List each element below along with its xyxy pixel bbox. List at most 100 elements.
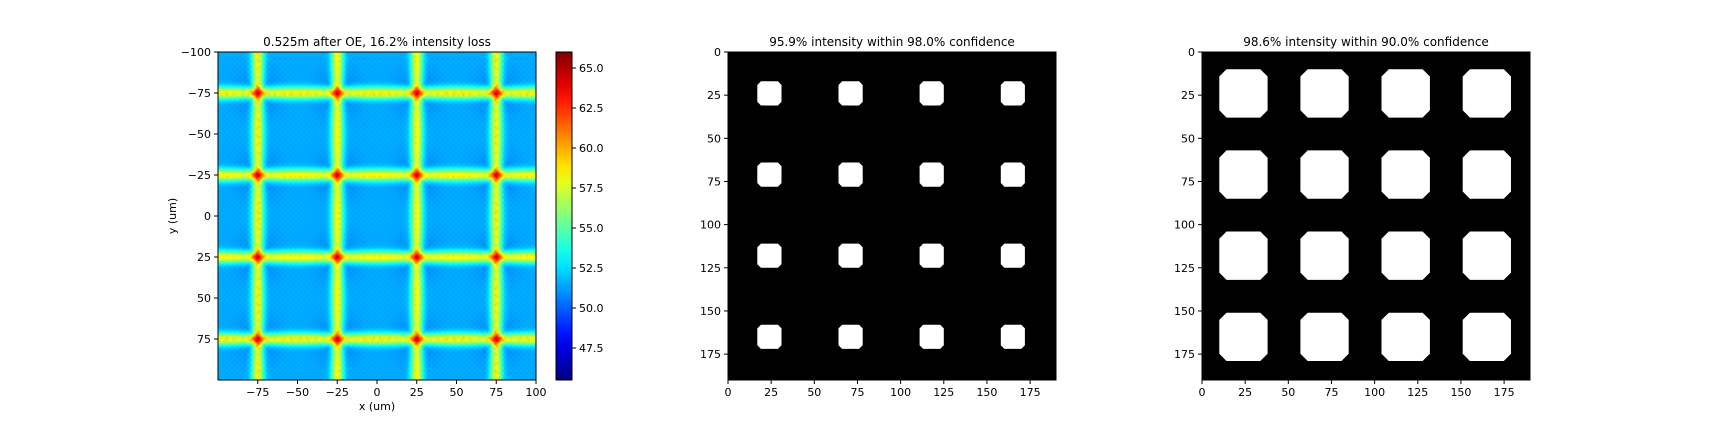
heatmap-y-tick-label: 25 xyxy=(197,251,211,264)
mask-panel-90-spot xyxy=(1219,69,1268,118)
heatmap-panel: 0.525m after OE, 16.2% intensity loss −75… xyxy=(166,35,604,413)
mask-panel-98-spot xyxy=(757,81,782,106)
mask-panel-90-title: 98.6% intensity within 90.0% confidence xyxy=(1243,35,1489,49)
mask-panel-98-y-tick-label: 50 xyxy=(707,132,721,145)
heatmap-x-tick-label: 25 xyxy=(410,386,424,399)
mask-panel-90-y-tick-label: 50 xyxy=(1181,132,1195,145)
mask-panel-98-y-tick-label: 150 xyxy=(700,305,721,318)
mask-panel-98-title: 95.9% intensity within 98.0% confidence xyxy=(769,35,1015,49)
mask-panel-90-spot xyxy=(1381,312,1430,361)
mask-panel-90-spot xyxy=(1381,231,1430,280)
mask-panel-90-x-tick-label: 0 xyxy=(1199,386,1206,399)
mask-panel-90-x-tick-label: 125 xyxy=(1407,386,1428,399)
mask-panel-98-spot xyxy=(838,243,863,268)
heatmap-x-tick-label: 0 xyxy=(374,386,381,399)
mask-panel-98-x-tick-label: 0 xyxy=(725,386,732,399)
mask-panel-98: 95.9% intensity within 98.0% confidence 0… xyxy=(700,35,1057,399)
mask-panel-90-spot xyxy=(1381,150,1430,199)
mask-panel-98-spot xyxy=(1000,324,1025,349)
colorbar-tick-label: 60.0 xyxy=(579,142,604,155)
heatmap-y-tick-label: 0 xyxy=(204,210,211,223)
mask-panel-90-y-tick-label: 75 xyxy=(1181,175,1195,188)
mask-panel-98-spot xyxy=(919,243,944,268)
mask-panel-98-x-tick-label: 175 xyxy=(1020,386,1041,399)
heatmap-y-tick-label: −25 xyxy=(188,169,211,182)
mask-panel-98-x-tick-label: 50 xyxy=(807,386,821,399)
mask-panel-98-x-tick-label: 75 xyxy=(850,386,864,399)
heatmap-y-tick-label: 50 xyxy=(197,292,211,305)
mask-panel-90-frame xyxy=(1201,51,1531,381)
mask-panel-90-spot xyxy=(1300,150,1349,199)
mask-panel-90-spot xyxy=(1300,69,1349,118)
mask-panel-90-spot xyxy=(1219,231,1268,280)
mask-panel-98-spot xyxy=(838,324,863,349)
mask-panel-98-x-tick-label: 125 xyxy=(933,386,954,399)
mask-panel-90-spot xyxy=(1381,69,1430,118)
mask-panel-98-y-tick-label: 125 xyxy=(700,262,721,275)
mask-panel-98-spot xyxy=(919,162,944,187)
heatmap-x-tick-label: 100 xyxy=(526,386,547,399)
mask-panel-90-y-tick-label: 100 xyxy=(1174,219,1195,232)
mask-panel-98-spot xyxy=(1000,162,1025,187)
mask-panel-98-spot xyxy=(757,162,782,187)
heatmap-image xyxy=(218,52,536,380)
colorbar-tick-label: 47.5 xyxy=(579,342,604,355)
heatmap-x-tick-label: −50 xyxy=(286,386,309,399)
mask-panel-98-spot xyxy=(919,81,944,106)
mask-panel-98-y-tick-label: 175 xyxy=(700,348,721,361)
mask-panel-98-background xyxy=(728,52,1056,380)
heatmap-y-tick-label: −50 xyxy=(188,128,211,141)
mask-panel-98-y-tick-label: 100 xyxy=(700,219,721,232)
heatmap-y-tick-label: −100 xyxy=(181,46,211,59)
mask-panel-98-y-tick-label: 25 xyxy=(707,89,721,102)
mask-panel-90-y-tick-label: 125 xyxy=(1174,262,1195,275)
heatmap-x-tick-label: 50 xyxy=(450,386,464,399)
colorbar-tick-label: 52.5 xyxy=(579,262,604,275)
mask-panel-90-spot xyxy=(1462,150,1511,199)
mask-panel-90-spot xyxy=(1219,150,1268,199)
mask-panel-98-x-tick-label: 100 xyxy=(890,386,911,399)
mask-panel-90-x-tick-label: 75 xyxy=(1324,386,1338,399)
heatmap-x-tick-label: −75 xyxy=(246,386,269,399)
heatmap-y-axis-label: y (um) xyxy=(166,198,179,234)
mask-panel-90-y-tick-label: 25 xyxy=(1181,89,1195,102)
mask-panel-90-y-tick-label: 150 xyxy=(1174,305,1195,318)
mask-panel-90-y-tick-label: 175 xyxy=(1174,348,1195,361)
mask-panel-90-x-tick-label: 150 xyxy=(1450,386,1471,399)
mask-panel-90-x-tick-label: 25 xyxy=(1238,386,1252,399)
colorbar-tick-label: 65.0 xyxy=(579,62,604,75)
mask-panel-90-x-tick-label: 50 xyxy=(1281,386,1295,399)
mask-panel-98-y-tick-label: 0 xyxy=(714,46,721,59)
mask-panel-98-spot xyxy=(757,324,782,349)
mask-panel-98-spot xyxy=(1000,243,1025,268)
colorbar-tick-label: 50.0 xyxy=(579,302,604,315)
mask-panel-98-spot xyxy=(838,162,863,187)
mask-panel-98-y-tick-label: 75 xyxy=(707,175,721,188)
heatmap-y-tick-label: 75 xyxy=(197,333,211,346)
mask-panel-90: 98.6% intensity within 90.0% confidence 0… xyxy=(1174,35,1531,399)
mask-panel-90-spot xyxy=(1300,312,1349,361)
mask-panel-90-spot xyxy=(1462,312,1511,361)
mask-panel-90-x-tick-label: 100 xyxy=(1364,386,1385,399)
colorbar-tick-label: 55.0 xyxy=(579,222,604,235)
mask-panel-98-spot xyxy=(919,324,944,349)
heatmap-x-tick-label: 75 xyxy=(489,386,503,399)
mask-panel-98-frame xyxy=(727,51,1057,381)
mask-panel-90-spot xyxy=(1219,312,1268,361)
mask-panel-90-spot xyxy=(1300,231,1349,280)
heatmap-x-axis-label: x (um) xyxy=(359,400,395,413)
mask-panel-90-spot xyxy=(1462,231,1511,280)
heatmap-title: 0.525m after OE, 16.2% intensity loss xyxy=(263,35,491,49)
colorbar: 47.5 50.0 52.5 55.0 57.5 60.0 62.5 65.0 xyxy=(555,51,604,381)
mask-panel-90-y-tick-label: 0 xyxy=(1188,46,1195,59)
colorbar-gradient xyxy=(555,51,573,381)
colorbar-tick-label: 57.5 xyxy=(579,182,604,195)
mask-panel-90-x-tick-label: 175 xyxy=(1494,386,1515,399)
colorbar-tick-label: 62.5 xyxy=(579,102,604,115)
mask-panel-98-spot xyxy=(757,243,782,268)
mask-panel-98-spot xyxy=(838,81,863,106)
heatmap-y-tick-label: −75 xyxy=(188,87,211,100)
mask-panel-90-spot xyxy=(1462,69,1511,118)
